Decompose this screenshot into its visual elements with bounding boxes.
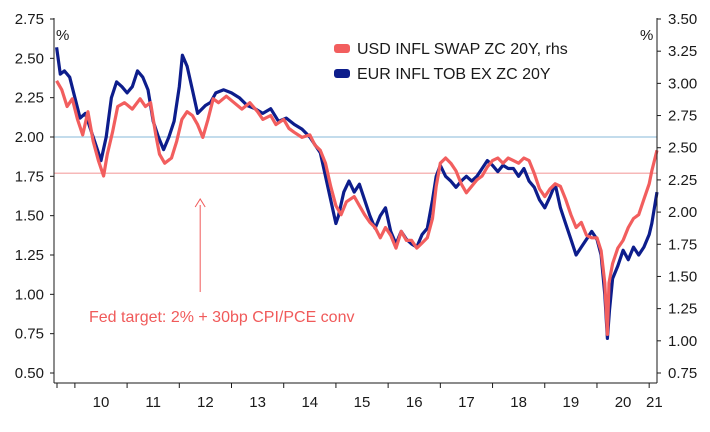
left-tick-label: 1.25 [15, 247, 44, 264]
x-tick-label: 12 [197, 394, 214, 411]
axes: 0.50 0.75 1.00 1.25 1.50 1.75 2.00 2.25 2.50 2.75… [15, 11, 697, 411]
legend: USD INFL SWAP ZC 20Y, rhs EUR INFL TOB E… [334, 41, 568, 83]
series-line-eur [55, 47, 659, 340]
right-axis-unit-label: % [640, 27, 653, 44]
annotation-arrow-head [194, 198, 206, 208]
right-tick-label: 1.75 [668, 236, 697, 253]
reference-lines [54, 136, 657, 174]
right-tick-label: 3.50 [668, 11, 697, 28]
right-tick-label: 2.00 [668, 204, 697, 221]
left-tick-label: 2.50 [15, 50, 44, 67]
left-tick-label: 2.25 [15, 90, 44, 107]
series-line-usd [55, 79, 659, 336]
left-tick-label: 1.75 [15, 168, 44, 185]
right-tick-label: 2.50 [668, 140, 697, 157]
x-tick-label: 19 [563, 394, 580, 411]
right-tick-label: 2.75 [668, 108, 697, 125]
right-tick-label: 1.25 [668, 301, 697, 318]
left-tick-labels: 0.50 0.75 1.00 1.25 1.50 1.75 2.00 2.25 2.50 2.75 [15, 11, 54, 382]
right-tick-label: 1.00 [668, 333, 697, 350]
x-tick-label: 20 [615, 394, 632, 411]
x-tick-label: 14 [301, 394, 318, 411]
fed-target-annotation: Fed target: 2% + 30bp CPI/PCE conv [89, 198, 354, 326]
legend-label-usd: USD INFL SWAP ZC 20Y, rhs [357, 41, 568, 58]
x-tick-label: 13 [249, 394, 266, 411]
x-tick-label: 18 [510, 394, 527, 411]
left-axis-unit-label: % [56, 27, 69, 44]
legend-swatch-eur [334, 69, 350, 78]
left-tick-label: 1.00 [15, 286, 44, 303]
right-tick-label: 3.25 [668, 43, 697, 60]
series-lines [55, 47, 659, 340]
left-tick-label: 1.50 [15, 208, 44, 225]
x-tick-label: 10 [93, 394, 110, 411]
x-tick-labels: 10 11 12 13 14 15 16 17 18 19 20 21 [56, 383, 663, 411]
annotation-text: Fed target: 2% + 30bp CPI/PCE conv [89, 309, 354, 326]
left-tick-label: 0.50 [15, 365, 44, 382]
right-tick-labels: 0.75 1.00 1.25 1.50 1.75 2.00 2.25 2.50 2.75 3.00… [657, 11, 697, 382]
right-tick-label: 2.25 [668, 172, 697, 189]
left-tick-label: 2.75 [15, 11, 44, 28]
legend-swatch-usd [334, 44, 350, 53]
left-tick-label: 2.00 [15, 129, 44, 146]
x-tick-label: 17 [458, 394, 475, 411]
x-tick-label: 21 [646, 394, 663, 411]
right-tick-label: 3.00 [668, 75, 697, 92]
right-tick-label: 1.50 [668, 268, 697, 285]
x-tick-label: 16 [406, 394, 423, 411]
x-tick-label: 11 [145, 394, 161, 411]
legend-label-eur: EUR INFL TOB EX ZC 20Y [357, 66, 551, 83]
x-tick-label: 15 [354, 394, 371, 411]
left-tick-label: 0.75 [15, 326, 44, 343]
right-tick-label: 0.75 [668, 365, 697, 382]
